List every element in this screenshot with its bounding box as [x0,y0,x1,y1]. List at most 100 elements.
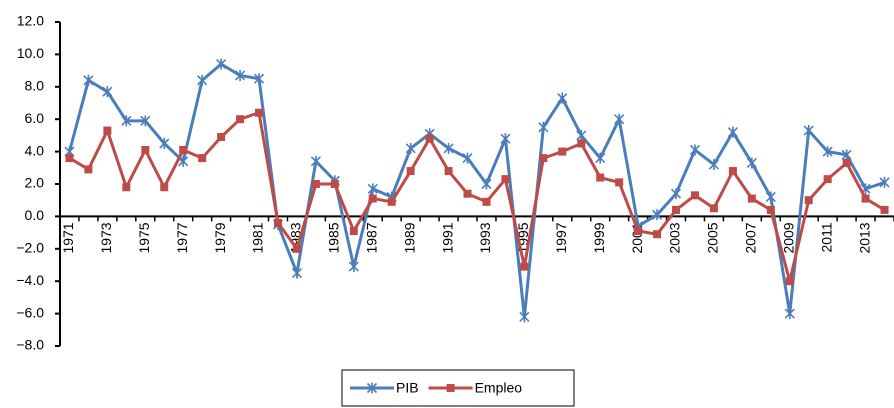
marker [576,129,587,141]
marker [690,191,699,200]
x-tick-label: 1997 [553,222,569,253]
marker [670,188,682,200]
marker [443,142,454,154]
marker [84,165,93,174]
marker [236,115,245,124]
x-tick-label: 2009 [780,222,796,253]
x-tick-label: 1975 [136,222,152,253]
marker [425,134,434,143]
y-tick-label: 6.0 [25,110,45,126]
x-tick-label: 1971 [60,222,76,253]
marker [235,69,246,81]
marker [140,115,151,127]
legend-label: Empleo [475,380,523,396]
marker [368,194,377,203]
x-tick-label: 1973 [98,222,114,253]
marker [406,167,415,176]
marker [405,142,416,154]
marker [672,205,681,214]
marker [102,86,113,98]
marker [291,267,302,279]
marker [557,92,568,104]
marker [803,125,814,137]
x-tick-label: 2003 [667,222,683,253]
marker [103,126,112,135]
marker [822,146,833,158]
marker [482,197,491,206]
marker [709,204,718,213]
x-tick-label: 1985 [326,222,342,253]
marker [366,382,378,394]
marker [823,175,832,184]
marker [122,183,131,192]
marker [596,173,605,182]
marker [197,74,208,86]
marker [349,226,358,235]
x-tick-label: 1981 [250,222,266,253]
marker [159,138,170,149]
marker [500,133,511,145]
marker [880,205,889,214]
x-tick-label: 2007 [743,222,759,253]
marker [348,261,359,273]
marker [292,244,301,253]
x-tick-label: 1979 [212,222,228,253]
marker [501,175,510,184]
marker [217,133,226,142]
x-tick-label: 1993 [477,222,493,253]
y-tick-label: 8.0 [25,78,45,94]
marker [765,191,776,203]
marker [766,205,775,214]
marker [784,308,795,320]
marker [481,178,492,190]
marker [879,176,890,188]
marker [198,154,207,163]
marker [652,209,663,221]
marker [463,189,472,198]
marker [253,73,265,85]
marker [179,145,188,154]
marker [310,155,321,167]
marker [216,58,227,70]
marker [861,194,870,203]
marker [804,196,813,205]
marker [520,262,529,271]
marker [444,167,453,176]
y-tick-label: 10.0 [17,45,44,61]
marker [538,121,549,133]
marker [330,180,339,188]
x-tick-label: 1977 [174,222,190,253]
series-line [68,110,886,282]
y-tick-label: 12.0 [17,13,44,29]
marker [160,183,169,192]
marker [577,139,586,148]
marker [446,384,455,392]
legend-label: PIB [396,380,419,396]
marker [387,197,396,206]
marker [141,145,150,154]
y-tick-label: −8.0 [16,337,44,353]
y-tick-label: 2.0 [25,175,45,191]
marker [728,167,737,176]
marker [727,126,738,138]
marker [614,113,625,125]
x-tick-label: 1999 [591,222,607,253]
y-tick-label: −6.0 [16,304,44,320]
legend: PIB Empleo [341,369,575,407]
x-tick-label: 1989 [401,222,417,253]
marker [841,149,852,161]
marker [595,152,606,164]
marker [462,152,473,164]
marker [255,108,264,117]
marker [634,226,643,235]
marker [746,157,757,169]
y-tick-label: 0.0 [25,207,45,223]
marker [689,144,701,156]
x-tick-label: 1987 [363,222,379,253]
series-line [68,62,886,317]
y-tick-label: −2.0 [16,240,44,256]
x-tick-label: 2011 [818,222,834,252]
y-tick-label: 4.0 [25,142,45,158]
y-tick-label: −4.0 [16,272,44,288]
